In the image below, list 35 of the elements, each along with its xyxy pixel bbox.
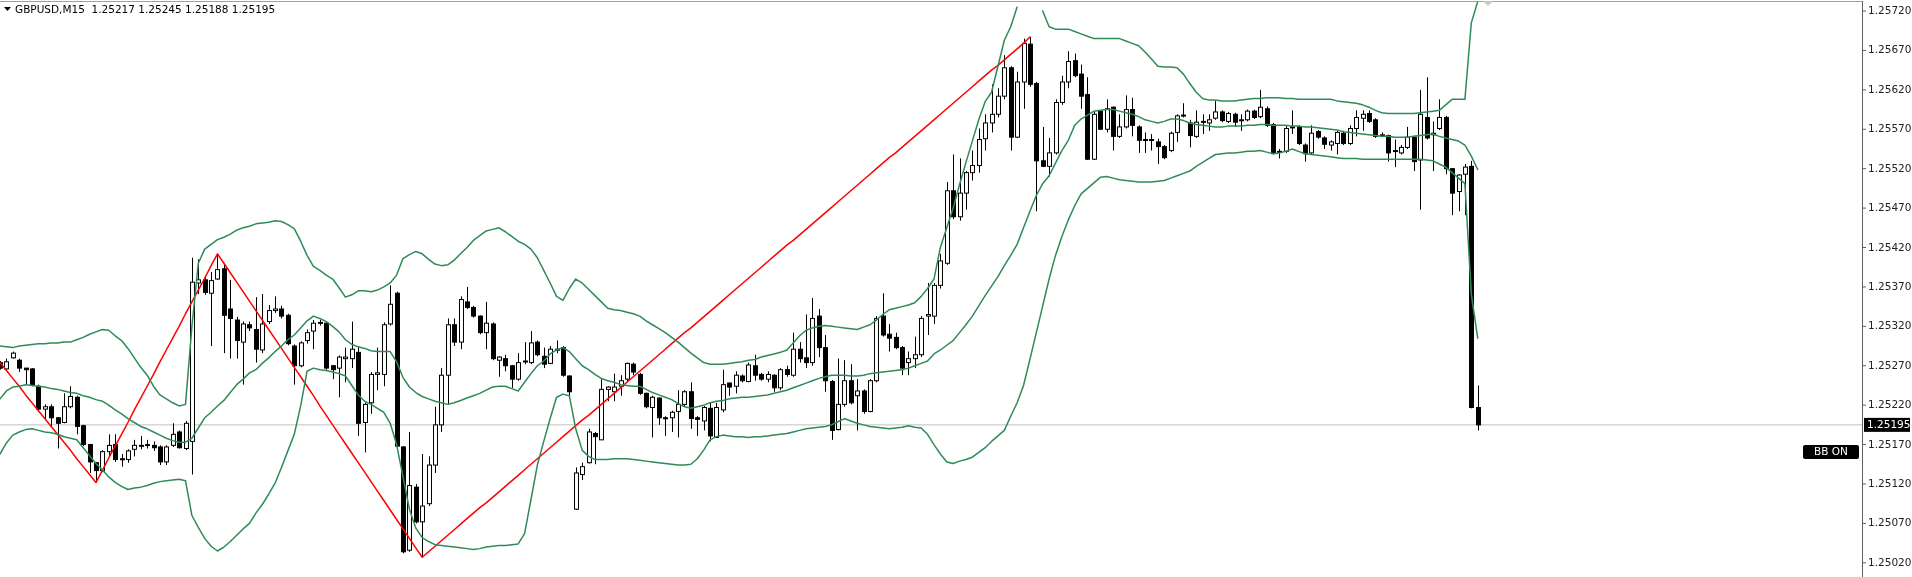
- y-tick-label: 1.25270: [1868, 358, 1912, 371]
- candlestick: [215, 253, 220, 281]
- y-tick-label: 1.25070: [1868, 516, 1912, 529]
- y-tick-label: 1.25320: [1868, 319, 1912, 332]
- y-tick-label: 1.25220: [1868, 398, 1912, 411]
- y-tick-label: 1.25120: [1868, 476, 1912, 489]
- y-tick-label: 1.25170: [1868, 437, 1912, 450]
- y-tick-label: 1.25370: [1868, 279, 1912, 292]
- y-tick-label: 1.25720: [1868, 4, 1912, 17]
- candlestick: [1476, 384, 1481, 431]
- candlestick: [1169, 131, 1174, 153]
- y-tick-label: 1.25420: [1868, 240, 1912, 253]
- candlestick: [1437, 98, 1442, 131]
- candlestick: [363, 402, 368, 453]
- y-tick-label: 1.25620: [1868, 82, 1912, 95]
- candlestick: [1425, 76, 1430, 141]
- candlestick: [676, 389, 681, 438]
- y-tick-label: 1.25520: [1868, 161, 1912, 174]
- y-tick-label: 1.25670: [1868, 43, 1912, 56]
- y-tick-label: 1.25470: [1868, 201, 1912, 214]
- candlestick: [88, 443, 93, 474]
- text: BB ON: [1814, 445, 1848, 457]
- ref-line-label: 1.25195: [1867, 417, 1911, 430]
- candlestick: [299, 340, 304, 368]
- chart-title: GBPUSD,M15 1.25217 1.25245 1.25188 1.25195: [15, 2, 276, 15]
- candlestick: [1213, 100, 1218, 121]
- candlestick: [292, 343, 297, 386]
- candlestick: [983, 113, 988, 152]
- candlestick: [1265, 105, 1270, 128]
- candlestick: [311, 319, 316, 350]
- y-tick-label: 1.25570: [1868, 122, 1912, 135]
- candlestick: [196, 258, 201, 295]
- candlestick: [670, 410, 675, 433]
- line-series: [0, 36, 1031, 559]
- y-tick-label: 1.25020: [1868, 555, 1912, 568]
